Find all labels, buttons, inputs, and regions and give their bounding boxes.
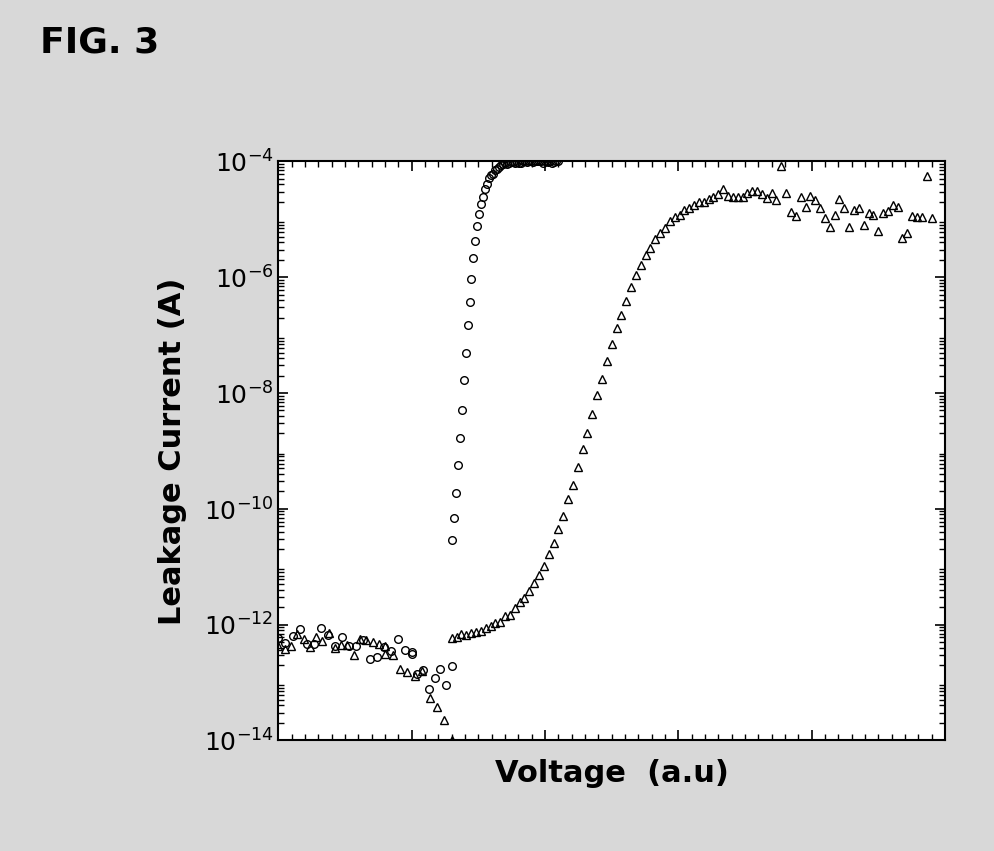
Text: FIG. 3: FIG. 3 bbox=[40, 26, 159, 60]
Y-axis label: Leakage Current (A): Leakage Current (A) bbox=[158, 277, 187, 625]
X-axis label: Voltage  (a.u): Voltage (a.u) bbox=[494, 759, 729, 788]
